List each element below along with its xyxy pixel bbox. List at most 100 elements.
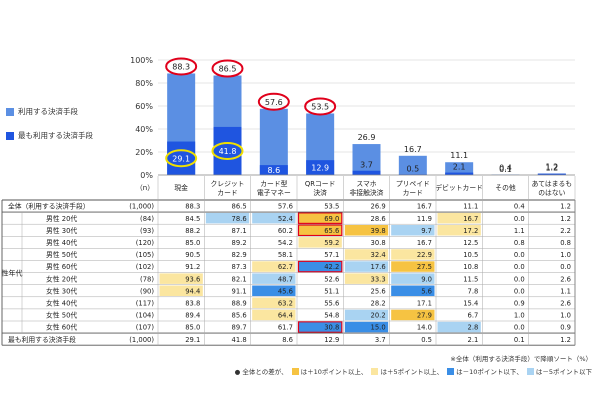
table-cell: 1.0 (560, 312, 571, 320)
highlight-cell-u5 (391, 249, 435, 260)
table-row-label: 女性 50代 (46, 311, 77, 320)
bar-series2 (306, 160, 335, 175)
table-cell: 9.7 (421, 227, 432, 235)
table-row-label: 全体（利用する決済手段） (8, 202, 90, 211)
swatch-up5 (371, 368, 379, 375)
table-cell: 1.1 (560, 287, 571, 295)
data-label-series2: 0.1 (499, 165, 512, 174)
highlight-cell-u5 (344, 249, 389, 260)
table-cell: 83.8 (185, 299, 200, 307)
data-label-series1: 16.7 (404, 145, 422, 154)
table-cell: 0.0 (514, 263, 525, 271)
table-cell: 0.9 (514, 299, 525, 307)
table-cell: 30.8 (324, 324, 339, 332)
bar-series2 (213, 126, 242, 175)
x-category-label: カード (403, 189, 423, 197)
table-n-value: (102) (136, 263, 155, 271)
color-legend-up5: は＋5ポイント以上、 (380, 368, 444, 376)
table-cell: 54.8 (324, 312, 339, 320)
table-n-value: (117) (136, 299, 155, 307)
table-cell: 1.2 (560, 203, 571, 211)
data-label-series1: 53.5 (311, 102, 329, 111)
table-cell: 63.2 (278, 299, 293, 307)
table-cell: 22.9 (417, 251, 432, 259)
table-row-label: 男性 40代 (46, 238, 77, 247)
x-category-label: のはない (538, 189, 565, 197)
highlight-cell-u5 (252, 309, 296, 321)
color-legend-down5: は－5ポイント以下 (535, 368, 592, 376)
table-cell: 9.0 (421, 275, 432, 283)
color-legend-up10: は＋10ポイント以上、 (300, 368, 368, 376)
color-legend-down10: は－10ポイント以下、 (456, 368, 523, 376)
table-cell: 0.8 (560, 239, 571, 247)
table-cell: 5.6 (421, 287, 432, 295)
table-cell: 0.0 (514, 324, 525, 332)
table-cell: 14.0 (417, 324, 432, 332)
table-cell: 15.4 (463, 299, 478, 307)
x-category-label: 決済 (313, 188, 327, 197)
highlight-cell-u5 (159, 285, 203, 296)
table-cell: 61.7 (278, 324, 293, 332)
y-tick-label: 60% (135, 102, 153, 111)
x-category-label: その他 (495, 183, 516, 192)
table-cell: 85.0 (185, 324, 200, 332)
table-cell: 55.6 (324, 299, 339, 307)
table-cell: 0.0 (514, 275, 525, 283)
table-cell: 15.0 (371, 324, 386, 332)
table-cell: 2.2 (560, 227, 571, 235)
table-cell: 90.5 (185, 251, 200, 259)
table-cell: 25.6 (371, 287, 386, 295)
x-category-label: デビットカード (435, 183, 483, 192)
table-cell: 11.9 (417, 215, 432, 223)
n-header: （n） (136, 184, 154, 192)
table-cell: 27.9 (417, 312, 432, 320)
table-n-value: (104) (136, 312, 155, 320)
table-n-value: (105) (136, 251, 155, 259)
table-cell: 57.6 (278, 203, 293, 211)
table-cell: 91.2 (185, 263, 200, 271)
swatch-down5 (526, 368, 534, 375)
table-cell: 89.7 (232, 324, 247, 332)
data-label-series1: 0.4 (499, 164, 512, 173)
table-cell: 52.6 (324, 275, 339, 283)
table-cell: 93.6 (185, 275, 200, 283)
highlight-cell-d5 (252, 212, 296, 224)
table-cell: 10.8 (463, 263, 478, 271)
table-row-label: 女性 40代 (46, 298, 77, 307)
table-cell: 16.7 (417, 239, 432, 247)
table-n-value: (1,000) (129, 336, 154, 344)
x-category-label: QRコード (305, 180, 335, 188)
bar-series1 (259, 108, 288, 175)
legend-label-series1: 利用する決済手段 (18, 107, 78, 116)
table-row-label: 最も利用する決済手段 (8, 335, 76, 344)
table-cell: 11.1 (463, 203, 478, 211)
bar-series1 (352, 144, 381, 175)
table-cell: 87.3 (232, 263, 247, 271)
swatch-up10 (291, 368, 299, 375)
color-legend: ● 全体との差が、 は＋10ポイント以上、 は＋5ポイント以上、 は－10ポイント以下… (235, 366, 592, 376)
table-cell: 39.8 (371, 227, 386, 235)
highlight-cell-u5 (252, 297, 296, 309)
table-cell: 0.8 (514, 239, 525, 247)
table-cell: 89.2 (232, 239, 247, 247)
table-cell: 2.6 (560, 299, 571, 307)
data-label-series1: 11.1 (450, 151, 468, 160)
table-n-value: (78) (140, 275, 154, 283)
x-category-label: クレジット (211, 180, 245, 188)
highlight-cell-d5 (344, 309, 389, 321)
table-row-label: 女性 60代 (46, 323, 77, 332)
legend-series2: 最も利用する決済手段 (6, 130, 93, 141)
table-cell: 86.5 (232, 203, 247, 211)
table-cell: 52.4 (278, 215, 293, 223)
highlight-cell-u10 (391, 309, 435, 321)
table-cell: 85.6 (232, 312, 247, 320)
y-tick-label: 80% (135, 79, 153, 88)
table-n-value: (107) (136, 324, 155, 332)
highlight-cell-d5 (437, 321, 481, 333)
highlight-circle-yellow (165, 149, 198, 168)
data-label-series1: 1.2 (545, 163, 558, 172)
highlight-circle-red (165, 57, 198, 76)
x-category-label: 非接触決済 (350, 188, 384, 197)
table-cell: 62.7 (278, 263, 293, 271)
